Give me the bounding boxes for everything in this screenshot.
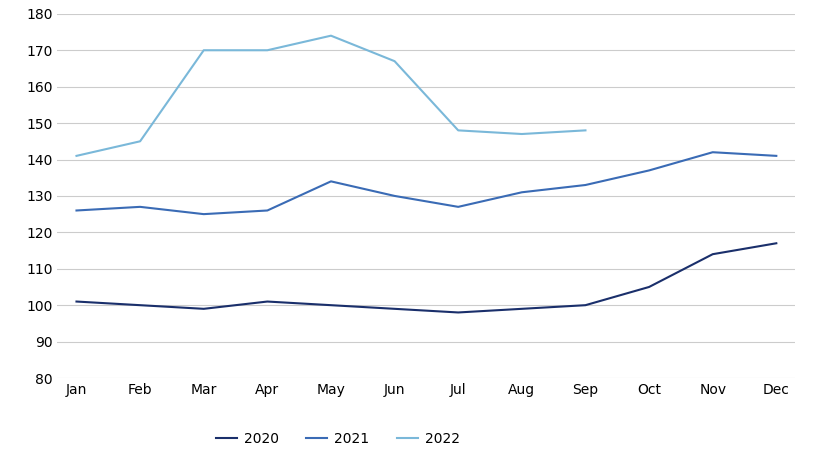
Legend: 2020, 2021, 2022: 2020, 2021, 2022 (210, 426, 465, 451)
